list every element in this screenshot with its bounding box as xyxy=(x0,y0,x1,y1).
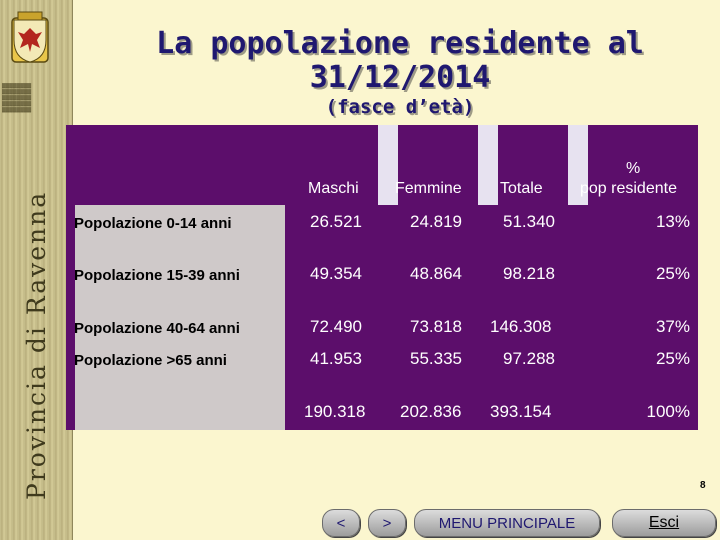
header-totale: Totale xyxy=(500,180,543,197)
page-title-line2: 31/12/2014 xyxy=(309,60,491,95)
row-label: Popolazione >65 anni xyxy=(74,352,227,369)
column-separator xyxy=(568,125,588,205)
cell-maschi: 49.354 xyxy=(310,264,362,283)
main-menu-button[interactable]: MENU PRINCIPALE xyxy=(414,509,600,537)
prev-button[interactable]: < xyxy=(322,509,360,537)
column-separator xyxy=(378,125,398,205)
sidebar: ▓▓▓▓▓▓▓▓ ▓▓▓▓▓▓▓▓ ▓▓▓▓▓▓▓▓ ▓▓▓▓▓▓▓▓ ▓▓▓▓▓▓▓▓… xyxy=(0,0,73,540)
cell-pct: 37% xyxy=(655,317,690,336)
column-separator xyxy=(478,125,498,205)
total-maschi: 190.318 xyxy=(304,402,366,421)
header-pct-label: pop residente xyxy=(580,180,677,197)
page-number: 8 xyxy=(700,480,706,491)
cell-totale: 146.308 xyxy=(490,317,552,336)
province-name: Provincia di Ravenna xyxy=(22,190,51,500)
cell-totale: 97.288 xyxy=(503,349,555,368)
row-label: Popolazione 15-39 anni xyxy=(74,267,240,284)
total-femmine: 202.836 xyxy=(400,402,462,421)
total-totale: 393.154 xyxy=(490,402,552,421)
sidebar-decoration: ▓▓▓▓▓▓▓▓ ▓▓▓▓▓▓▓▓ ▓▓▓▓▓▓▓▓ ▓▓▓▓▓▓▓▓ ▓▓▓▓▓▓▓▓ xyxy=(2,84,32,113)
cell-pct: 25% xyxy=(655,349,690,368)
row-label: Popolazione 40-64 anni xyxy=(74,320,240,337)
page-title-line1: La popolazione residente al xyxy=(156,26,644,61)
header-maschi: Maschi xyxy=(308,180,359,197)
exit-button[interactable]: Esci xyxy=(612,509,716,537)
ravenna-crest-icon xyxy=(11,11,49,63)
row-label: Popolazione 0-14 anni xyxy=(74,215,232,232)
exit-label: Esci xyxy=(648,514,680,531)
page-subtitle: (fasce d’età) xyxy=(325,96,475,118)
header-pct-symbol: % xyxy=(626,160,641,177)
cell-totale: 51.340 xyxy=(503,212,555,231)
cell-femmine: 55.335 xyxy=(410,349,462,368)
cell-femmine: 73.818 xyxy=(410,317,462,336)
cell-femmine: 24.819 xyxy=(410,212,462,231)
cell-maschi: 41.953 xyxy=(310,349,362,368)
total-pct: 100% xyxy=(646,402,690,421)
row-label-column xyxy=(75,125,285,430)
cell-pct: 13% xyxy=(655,212,690,231)
cell-maschi: 26.521 xyxy=(310,212,362,231)
next-button[interactable]: > xyxy=(368,509,406,537)
cell-femmine: 48.864 xyxy=(410,264,462,283)
header-femmine: Femmine xyxy=(395,180,462,197)
cell-pct: 25% xyxy=(655,264,690,283)
cell-maschi: 72.490 xyxy=(310,317,362,336)
cell-totale: 98.218 xyxy=(503,264,555,283)
